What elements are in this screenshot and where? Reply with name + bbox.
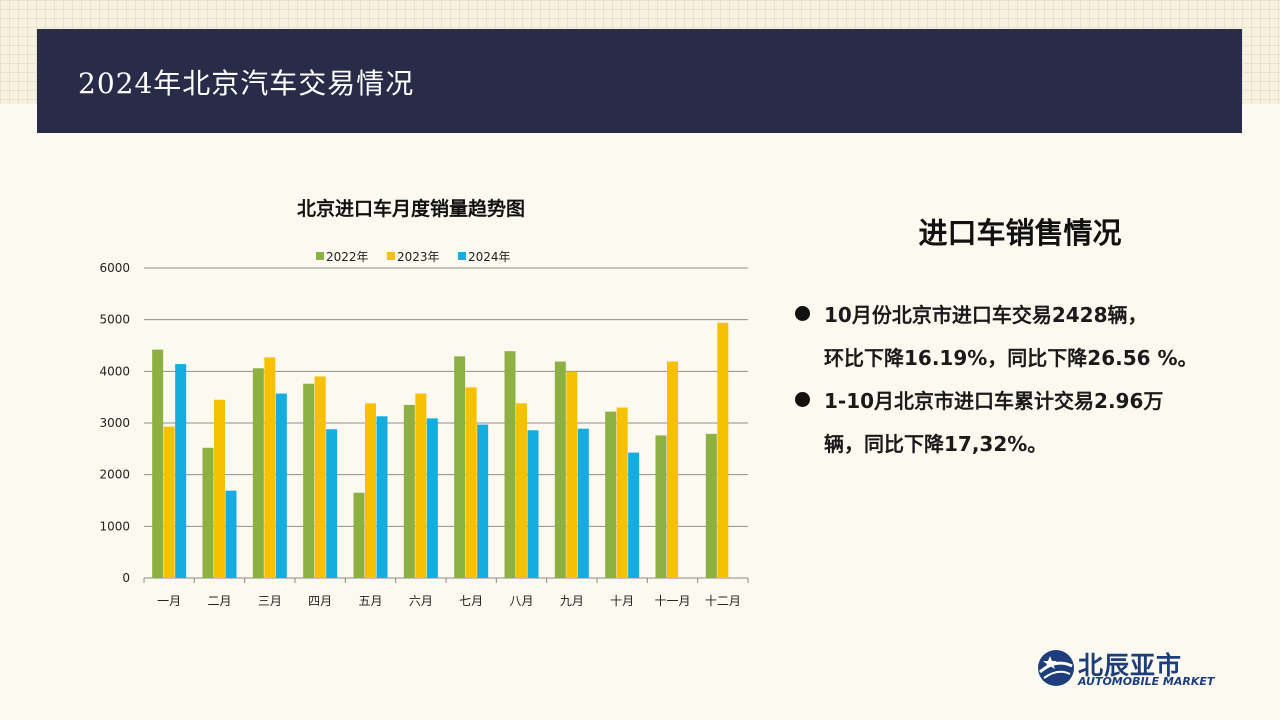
y-tick-label: 2000 xyxy=(99,468,130,482)
x-tick-label: 十二月 xyxy=(705,594,741,608)
bar-2023年 xyxy=(616,407,628,578)
logo-globe-icon xyxy=(1038,650,1074,686)
legend-label: 2024年 xyxy=(468,250,511,264)
section-heading: 进口车销售情况 xyxy=(918,216,1122,250)
bar-2023年 xyxy=(717,322,729,578)
x-tick-label: 八月 xyxy=(509,594,533,608)
x-tick-label: 十月 xyxy=(610,594,634,608)
logo-text-cn: 北辰亚市 xyxy=(1078,651,1183,680)
bar-2023年 xyxy=(365,403,376,578)
bar-2022年 xyxy=(252,368,264,578)
bar-2023年 xyxy=(566,371,578,578)
x-tick-label: 九月 xyxy=(560,594,584,608)
x-tick-label: 三月 xyxy=(258,594,282,608)
logo-text-en: AUTOMOBILE MARKET xyxy=(1078,675,1215,688)
bullet-line: 1-10月北京市进口车累计交易2.96万 xyxy=(824,389,1164,413)
y-tick-label: 5000 xyxy=(99,313,130,327)
legend-swatch xyxy=(387,252,395,260)
bar-2022年 xyxy=(202,447,214,578)
x-tick-label: 四月 xyxy=(308,594,332,608)
bar-2022年 xyxy=(504,351,516,578)
bar-2023年 xyxy=(264,357,276,578)
bar-2023年 xyxy=(667,361,678,578)
y-tick-label: 3000 xyxy=(99,416,130,430)
bar-2022年 xyxy=(655,435,667,578)
x-tick-label: 二月 xyxy=(207,594,231,608)
bar-2024年 xyxy=(275,393,287,578)
bar-2024年 xyxy=(628,452,640,578)
bar-2024年 xyxy=(326,429,338,578)
legend-swatch xyxy=(316,252,324,260)
x-tick-label: 十一月 xyxy=(654,594,690,608)
bar-2022年 xyxy=(403,404,415,578)
x-tick-label: 六月 xyxy=(409,594,433,608)
bar-2023年 xyxy=(314,376,326,578)
bullet-line: 环比下降16.19%，同比下降26.56 %。 xyxy=(824,346,1198,370)
bar-chart: 北京进口车月度销量趋势图 0 1000 2000 3000 4000 5000 6000 一月 二… xyxy=(99,197,749,608)
bar-2024年 xyxy=(426,418,438,578)
bullet-line: 10月份北京市进口车交易2428辆， xyxy=(824,303,1148,327)
bar-2022年 xyxy=(303,383,315,578)
bar-2023年 xyxy=(516,403,527,578)
bar-2024年 xyxy=(477,424,489,578)
bar-2024年 xyxy=(577,428,589,578)
header-bar: 2024年北京汽车交易情况 xyxy=(37,29,1242,133)
bullet-item: 10月份北京市进口车交易2428辆， 环比下降16.19%，同比下降26.56 … xyxy=(795,294,1245,380)
bullet-dot-icon xyxy=(795,392,810,407)
x-tick-label: 五月 xyxy=(358,594,382,608)
chart-title: 北京进口车月度销量趋势图 xyxy=(297,197,525,220)
x-tick-label: 一月 xyxy=(157,594,181,608)
bar-2024年 xyxy=(376,416,388,578)
bullet-line: 辆，同比下降17,32%。 xyxy=(824,432,1048,456)
bar-2023年 xyxy=(163,426,175,578)
legend-label: 2023年 xyxy=(397,250,440,264)
company-logo: 北辰亚市 AUTOMOBILE MARKET xyxy=(1036,646,1216,692)
bar-2022年 xyxy=(554,361,566,578)
bar-2024年 xyxy=(225,490,237,578)
page-title: 2024年北京汽车交易情况 xyxy=(78,67,415,100)
bar-2022年 xyxy=(353,492,365,578)
bar-2023年 xyxy=(465,387,477,578)
legend-swatch xyxy=(458,252,466,260)
bar-2022年 xyxy=(705,433,717,578)
x-tick-label: 七月 xyxy=(459,594,483,608)
y-tick-label: 6000 xyxy=(99,261,130,275)
bar-2024年 xyxy=(175,364,187,578)
y-tick-label: 1000 xyxy=(99,519,130,533)
bar-2023年 xyxy=(214,399,225,578)
bar-2022年 xyxy=(454,356,466,578)
y-tick-label: 0 xyxy=(122,571,130,585)
bullet-item: 1-10月北京市进口车累计交易2.96万 辆，同比下降17,32%。 xyxy=(795,380,1245,466)
bar-2024年 xyxy=(527,430,539,578)
bar-2023年 xyxy=(415,393,427,578)
bullet-dot-icon xyxy=(795,306,810,321)
y-tick-label: 4000 xyxy=(99,364,130,378)
bullet-list: 10月份北京市进口车交易2428辆， 环比下降16.19%，同比下降26.56 … xyxy=(795,294,1245,466)
legend-label: 2022年 xyxy=(326,250,369,264)
bar-2022年 xyxy=(605,411,617,578)
bar-2022年 xyxy=(152,349,164,578)
